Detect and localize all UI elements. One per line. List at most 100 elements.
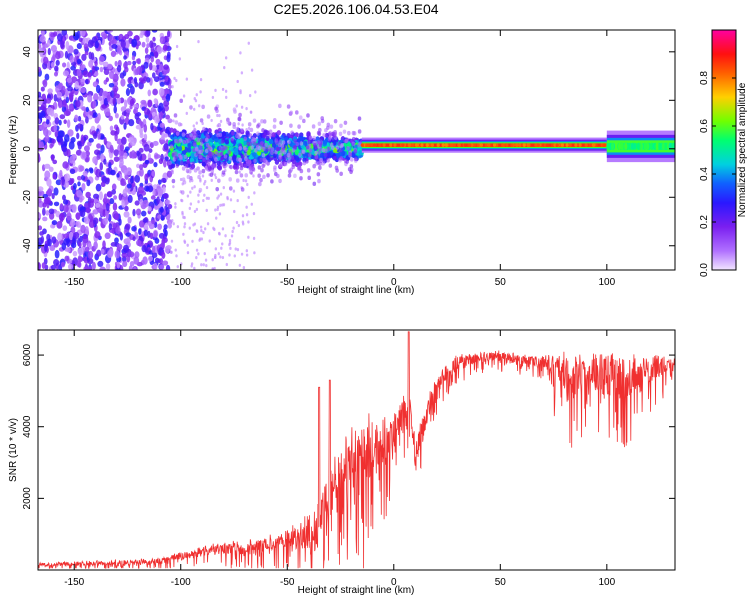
spectrogram-cell bbox=[169, 224, 172, 228]
spectrogram-cell bbox=[545, 143, 549, 147]
spectrogram-cell bbox=[111, 43, 118, 50]
spectrogram-cell bbox=[232, 226, 235, 230]
spectrogram-cell bbox=[118, 218, 122, 226]
spectrogram-cell bbox=[81, 182, 86, 192]
spectrogram-cell bbox=[141, 41, 146, 48]
spectrogram-cell bbox=[307, 175, 312, 181]
spectrogram-cell bbox=[162, 260, 169, 266]
spectrogram-cell bbox=[90, 198, 95, 204]
spectrogram-cell bbox=[86, 179, 91, 187]
spectrogram-cell bbox=[215, 186, 220, 192]
spectrogram-cell bbox=[124, 146, 130, 151]
spectrogram-cell bbox=[254, 148, 258, 153]
spectrogram-cell bbox=[76, 69, 82, 77]
spectrogram-cell bbox=[62, 62, 67, 68]
spectrogram-cell bbox=[87, 94, 93, 103]
spectrogram-cell bbox=[103, 193, 107, 203]
spectrogram-cell bbox=[346, 145, 350, 151]
spectrogram-cell bbox=[197, 149, 202, 154]
spectrogram-cell bbox=[138, 147, 144, 153]
spectrogram-cell bbox=[291, 164, 295, 170]
spectrogram-cell bbox=[224, 145, 228, 151]
spectrogram-cell bbox=[620, 142, 624, 150]
spectrogram-cell bbox=[71, 177, 75, 184]
spectrogram-cell bbox=[121, 136, 127, 145]
spectrogram-cell bbox=[287, 139, 291, 145]
spectrogram-cell bbox=[179, 154, 183, 160]
spectrogram-cell bbox=[268, 129, 273, 134]
spectrogram-cell bbox=[170, 239, 174, 243]
spectrogram-cell bbox=[224, 234, 227, 238]
spectrogram-cell bbox=[66, 148, 71, 158]
spectrogram-cell bbox=[191, 239, 194, 243]
spectrogram-cell bbox=[333, 131, 338, 137]
spectrogram-cell bbox=[134, 200, 140, 206]
spectrogram-cell bbox=[218, 114, 221, 118]
spectrogram-cell bbox=[153, 161, 158, 168]
spectrogram-cell bbox=[62, 70, 70, 77]
spectrogram-cell bbox=[463, 143, 467, 147]
spectrogram-cell bbox=[100, 153, 105, 162]
spectrogram-cell bbox=[154, 237, 160, 244]
spectrogram-cell bbox=[153, 262, 158, 270]
spectrogram-cell bbox=[195, 121, 198, 125]
spectrogram-cell bbox=[82, 70, 89, 78]
colorbar-tick-label: 0.2 bbox=[699, 215, 710, 229]
spectrogram-cell bbox=[161, 251, 166, 259]
spectrogram-cell bbox=[252, 151, 257, 158]
spectrogram-cell bbox=[119, 144, 125, 152]
spectrogram-cell bbox=[121, 252, 128, 258]
spectrogram-cell bbox=[162, 44, 168, 51]
spectrogram-cell bbox=[568, 143, 572, 147]
spectrogram-cell bbox=[197, 39, 200, 44]
spectrogram-cell bbox=[114, 237, 119, 244]
spectrogram-y-label: Frequency (Hz) bbox=[8, 116, 19, 185]
spectrogram-cell bbox=[147, 99, 153, 108]
spectrogram-cell bbox=[110, 130, 117, 136]
spectrogram-cell bbox=[143, 133, 148, 141]
spectrogram-cell bbox=[265, 135, 270, 141]
spectrogram-cell bbox=[100, 248, 105, 255]
spectrogram-cell bbox=[92, 209, 98, 215]
spectrogram-cell bbox=[222, 185, 225, 190]
spectrogram-cell bbox=[158, 63, 164, 72]
spectrogram-cell bbox=[270, 147, 275, 152]
spectrogram-cell bbox=[242, 178, 245, 183]
spectrogram-cell bbox=[243, 136, 248, 141]
spectrogram-cell bbox=[329, 124, 334, 129]
spectrogram-cell bbox=[238, 146, 243, 151]
spectrogram-cell bbox=[151, 111, 156, 117]
spectrogram-cell bbox=[195, 93, 198, 97]
spectrogram-cell bbox=[148, 62, 153, 71]
spectrogram-cell bbox=[110, 50, 117, 58]
spectrogram-cell bbox=[77, 115, 82, 122]
spectrogram-cell bbox=[115, 126, 120, 135]
spectrogram-cell bbox=[235, 133, 239, 139]
spectrogram-cell bbox=[236, 198, 239, 203]
spectrogram-cell bbox=[192, 135, 197, 140]
spectrogram-cell bbox=[436, 143, 440, 147]
spectrogram-cell bbox=[318, 143, 323, 148]
spectrogram-cell bbox=[136, 58, 141, 65]
spectrogram-cell bbox=[157, 223, 162, 230]
spectrogram-cell bbox=[73, 48, 79, 55]
spectrogram-cell bbox=[230, 138, 234, 143]
spectrogram-cell bbox=[113, 87, 117, 97]
spectrogram-cell bbox=[116, 261, 121, 269]
spectrogram-cell bbox=[63, 119, 67, 125]
spectrogram-cell bbox=[203, 193, 206, 197]
spectrogram-cell bbox=[51, 220, 58, 226]
spectrogram-cell bbox=[247, 235, 250, 239]
spectrogram-cell bbox=[324, 132, 330, 139]
spectrogram-cell bbox=[141, 244, 147, 253]
spectrogram-cell bbox=[59, 169, 63, 177]
spectrogram-cell bbox=[129, 85, 135, 95]
spectrogram-cell bbox=[505, 143, 509, 147]
spectrogram-cell bbox=[52, 159, 58, 165]
spectrogram-cell bbox=[74, 114, 79, 122]
spectrogram-cell bbox=[121, 199, 125, 208]
spectrogram-cell bbox=[227, 149, 232, 155]
spectrogram-cell bbox=[240, 71, 244, 75]
snr-x-tick-label: -150 bbox=[64, 577, 84, 588]
spectrogram-cell bbox=[127, 83, 133, 89]
